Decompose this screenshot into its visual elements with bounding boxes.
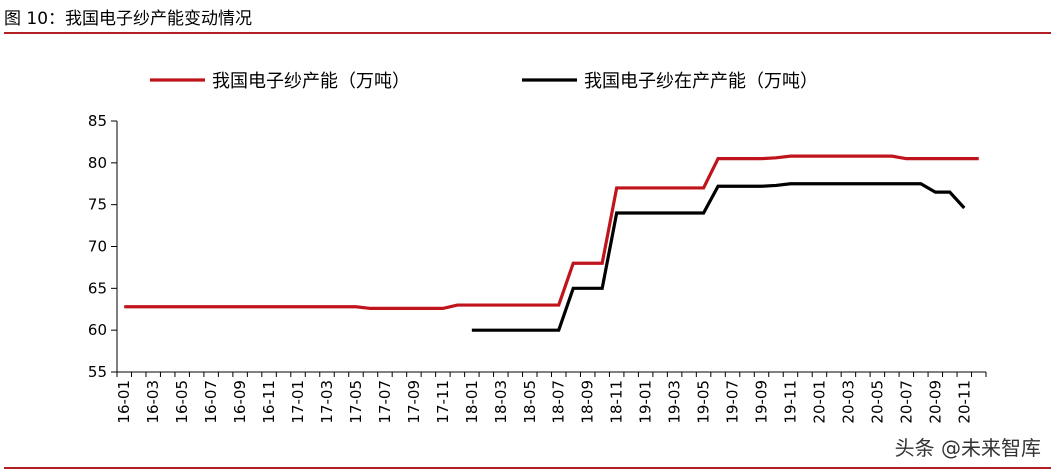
y-axis: 55 60 65 70 75 80 85 <box>88 112 118 381</box>
y-tick-label: 75 <box>88 196 107 214</box>
x-tick-label: 20-01 <box>810 380 828 424</box>
x-tick-label: 17-03 <box>318 380 336 424</box>
x-tick-label: 19-09 <box>753 380 771 424</box>
x-tick-label: 16-11 <box>260 380 278 424</box>
series-line-capacity <box>124 154 979 311</box>
y-tick-label: 60 <box>88 321 107 339</box>
x-tick-label: 20-07 <box>897 380 915 424</box>
bottom-rule <box>4 467 1051 469</box>
y-tick-label: 70 <box>88 238 107 256</box>
x-tick-label: 17-07 <box>376 380 394 424</box>
x-tick-label: 19-01 <box>637 380 655 424</box>
watermark: 头条 @未来智库 <box>894 436 1041 460</box>
y-tick-label: 85 <box>88 112 107 130</box>
x-tick-label: 17-01 <box>289 380 307 424</box>
x-tick-label: 17-11 <box>434 380 452 424</box>
x-tick-label: 16-03 <box>144 380 162 424</box>
legend-label-in-production: 我国电子纱在产产能（万吨） <box>584 71 818 92</box>
legend-label-capacity: 我国电子纱产能（万吨） <box>212 71 410 92</box>
x-tick-label: 17-09 <box>405 380 423 424</box>
figure-title: 图 10：我国电子纱产能变动情况 <box>4 9 253 29</box>
legend: 我国电子纱产能（万吨） 我国电子纱在产产能（万吨） <box>150 71 818 92</box>
y-tick-label: 65 <box>88 279 107 297</box>
x-tick-label: 16-05 <box>173 380 191 424</box>
x-tick-label: 20-03 <box>839 380 857 424</box>
x-tick-label: 16-09 <box>231 380 249 424</box>
y-tick-label: 80 <box>88 154 107 172</box>
x-tick-label: 17-05 <box>347 380 365 424</box>
series-line-in-production <box>471 182 966 332</box>
x-tick-label: 20-11 <box>955 380 973 424</box>
x-axis: 16-01 16-03 16-05 16-07 16-09 16-11 17-01 17-03… <box>115 371 987 424</box>
x-tick-label: 19-03 <box>666 380 684 424</box>
x-tick-label: 19-11 <box>781 380 799 424</box>
x-tick-label: 20-09 <box>926 380 944 424</box>
x-tick-label: 18-11 <box>608 380 626 424</box>
series-lines <box>124 154 979 332</box>
x-tick-label: 20-05 <box>868 380 886 424</box>
top-rule <box>4 32 1051 34</box>
x-tick-label: 19-05 <box>695 380 713 424</box>
x-tick-label: 18-09 <box>579 380 597 424</box>
x-tick-label: 16-01 <box>115 380 133 424</box>
y-tick-label: 55 <box>88 363 107 381</box>
x-tick-label: 16-07 <box>202 380 220 424</box>
x-tick-label: 18-03 <box>492 380 510 424</box>
x-tick-label: 18-07 <box>550 380 568 424</box>
x-tick-label: 18-01 <box>463 380 481 424</box>
x-tick-label: 19-07 <box>724 380 742 424</box>
x-tick-label: 18-05 <box>521 380 539 424</box>
